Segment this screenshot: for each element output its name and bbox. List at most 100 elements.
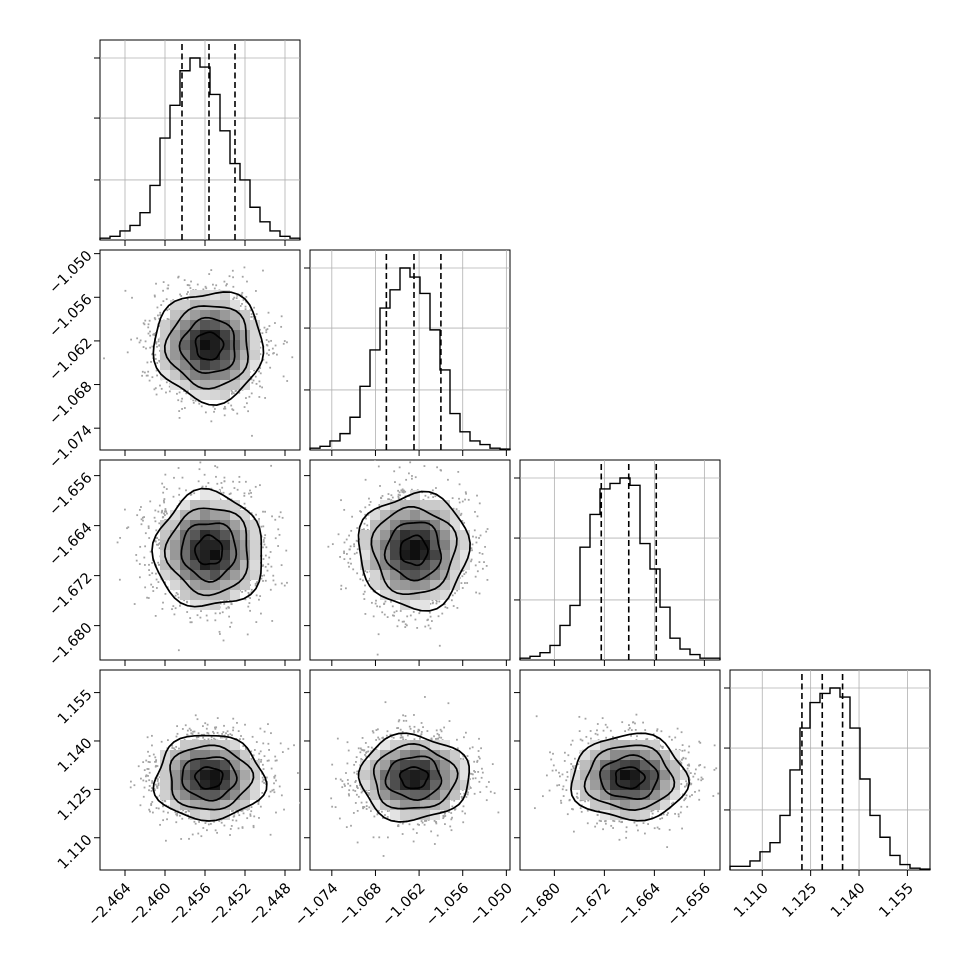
sample-point [668,828,671,831]
sample-point [161,510,163,513]
sample-point [456,589,459,592]
sample-point [237,811,239,814]
sample-point [155,587,158,589]
sample-point [223,476,226,479]
scatter-panel-3-2 [304,459,511,666]
density-cell [230,560,240,570]
sample-point [262,768,265,770]
sample-point [461,796,463,799]
sample-point [378,738,381,741]
density-cell [180,520,190,530]
y-tick-label: −1.680 [46,620,95,669]
sample-point [156,780,159,782]
sample-point [266,352,268,355]
density-cell [190,320,200,330]
sample-point [151,572,154,575]
sample-point [227,402,230,405]
scatter-panel-4-1 [94,669,301,876]
panel-content [327,460,489,656]
sample-point [400,734,403,737]
density-cell [410,520,420,530]
sample-point [368,794,370,796]
sample-point [152,590,155,592]
sample-point [262,269,264,272]
sample-point [379,485,381,487]
density-cell [670,770,680,780]
sample-point [218,820,221,822]
sample-point [459,514,462,517]
sample-point [155,393,158,396]
x-tick-label: 1.110 [731,880,772,921]
sample-point [248,492,250,495]
contour-level-2 [181,756,238,802]
sample-point [135,554,138,556]
sample-point [349,784,352,787]
sample-point [364,570,367,572]
density-cell [410,740,420,750]
sample-point [251,735,254,738]
sample-point [684,757,687,760]
sample-point [362,749,365,752]
density-cell [420,750,430,760]
contour-level-4 [357,490,471,612]
sample-point [362,807,365,810]
sample-point [268,749,270,751]
sample-point [454,808,457,810]
sample-point [422,726,424,729]
sample-point [158,542,160,545]
sample-point [579,807,582,810]
density-cell [200,360,210,370]
sample-point [409,727,412,730]
sample-point [411,475,413,477]
y-tick-label: −1.050 [46,248,95,297]
sample-point [387,493,390,495]
sample-point [195,244,197,246]
sample-point [163,498,166,500]
sample-point [345,538,348,541]
sample-point [223,824,226,827]
sample-point [154,783,157,786]
sample-point [419,734,422,737]
sample-point [685,784,688,787]
sample-point [230,810,233,812]
density-cell [440,780,450,790]
sample-point [205,614,208,617]
sample-point [225,737,228,740]
density-cell [410,750,420,760]
sample-point [184,724,187,727]
density-cell [220,770,230,780]
sample-point [461,587,464,589]
sample-point [395,610,398,613]
sample-point [417,730,419,733]
sample-point [360,748,363,751]
sample-point [140,506,142,508]
sample-point [228,615,231,618]
sample-point [270,565,273,568]
density-cell [170,340,180,350]
sample-point [242,299,245,301]
density-cell [240,330,250,340]
sample-point [555,769,557,772]
sample-point [232,276,234,279]
sample-point [474,510,476,513]
sample-point [476,515,479,518]
sample-point [232,729,234,732]
sample-point [562,795,565,797]
sample-point [119,536,122,539]
sample-point [151,744,153,747]
sample-point [133,784,136,787]
sample-point [436,737,439,740]
sample-point [348,565,350,568]
sample-point [405,624,408,627]
y-tick-label: −1.656 [46,470,95,519]
sample-point [175,745,178,748]
sample-point [473,760,476,763]
sample-point [205,287,208,290]
sample-point [390,494,393,497]
sample-point [138,341,141,344]
density-cell [200,300,210,310]
sample-point [175,735,178,738]
sample-point [160,304,163,306]
sample-point [364,584,366,587]
sample-point [377,736,380,739]
